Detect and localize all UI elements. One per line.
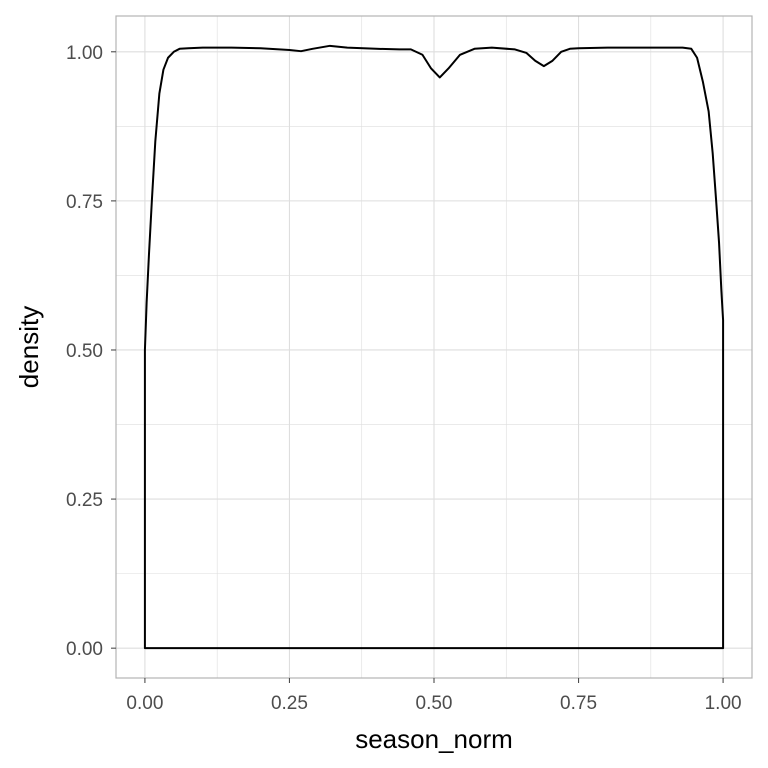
y-tick-label: 0.25 — [66, 490, 103, 511]
y-axis-title: density — [14, 306, 44, 388]
x-tick-label: 0.00 — [126, 693, 163, 714]
x-tick-label: 1.00 — [705, 693, 742, 714]
x-axis-title: season_norm — [355, 724, 513, 754]
y-tick-label: 1.00 — [66, 43, 103, 64]
y-tick-label: 0.00 — [66, 639, 103, 660]
y-axis: 0.00 0.25 0.50 0.75 1.00 — [66, 43, 116, 660]
x-tick-label: 0.25 — [271, 693, 308, 714]
x-tick-label: 0.75 — [560, 693, 597, 714]
y-tick-label: 0.50 — [66, 341, 103, 362]
x-tick-label: 0.50 — [416, 693, 453, 714]
x-axis: 0.00 0.25 0.50 0.75 1.00 — [126, 678, 742, 714]
density-line — [143, 44, 725, 650]
y-tick-label: 0.75 — [66, 192, 103, 213]
